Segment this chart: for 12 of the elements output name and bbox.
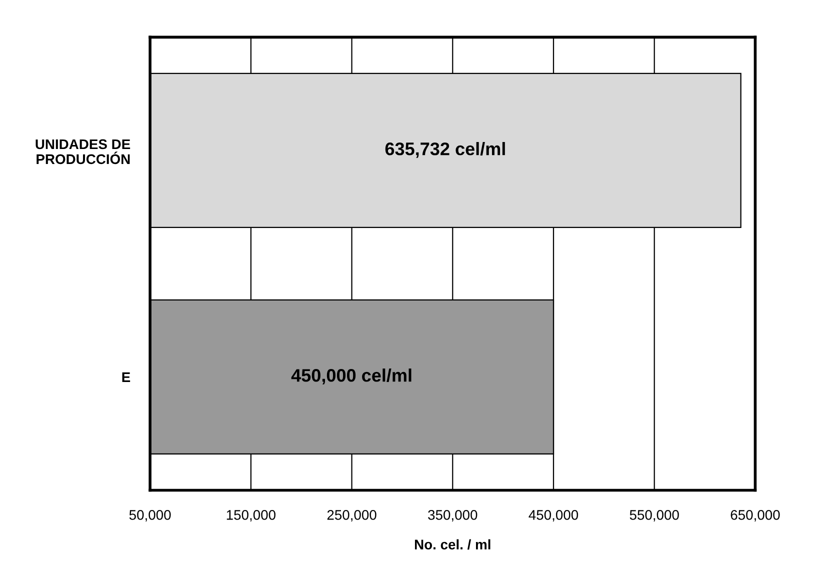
x-tick-label: 450,000 (528, 510, 578, 522)
x-tick-label: 350,000 (428, 510, 478, 522)
y-tick-label: E (122, 372, 130, 382)
data-label: 450,000 cel/ml (291, 368, 412, 384)
x-tick-label: 650,000 (730, 510, 780, 522)
x-tick-label: 150,000 (226, 510, 276, 522)
x-tick-label: 250,000 (327, 510, 376, 522)
x-axis-title: No. cel. / ml (414, 539, 490, 550)
x-tick-label: 550,000 (630, 510, 679, 522)
y-tick-label: UNIDADES DE PRODUCCIÓN (36, 139, 130, 164)
x-tick-label: 50,000 (129, 510, 171, 522)
data-label: 635,732 cel/ml (385, 142, 505, 158)
